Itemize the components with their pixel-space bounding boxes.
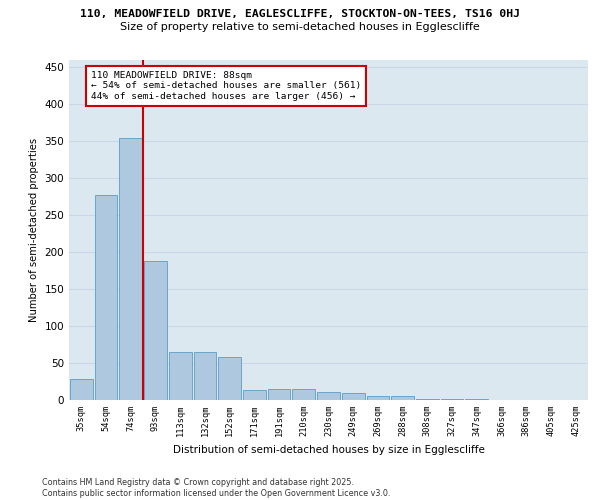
Y-axis label: Number of semi-detached properties: Number of semi-detached properties [29, 138, 39, 322]
X-axis label: Distribution of semi-detached houses by size in Egglescliffe: Distribution of semi-detached houses by … [173, 444, 484, 454]
Text: Size of property relative to semi-detached houses in Egglescliffe: Size of property relative to semi-detach… [120, 22, 480, 32]
Bar [95, 194, 118, 400]
Bar [391, 396, 414, 400]
Text: 110, MEADOWFIELD DRIVE, EAGLESCLIFFE, STOCKTON-ON-TEES, TS16 0HJ: 110, MEADOWFIELD DRIVE, EAGLESCLIFFE, ST… [80, 9, 520, 19]
Bar [144, 261, 167, 400]
Text: 110 MEADOWFIELD DRIVE: 88sqm
← 54% of semi-detached houses are smaller (561)
44%: 110 MEADOWFIELD DRIVE: 88sqm ← 54% of se… [91, 71, 361, 101]
Bar [243, 390, 266, 400]
Bar [367, 396, 389, 400]
Bar [70, 380, 93, 400]
Bar [292, 389, 315, 400]
Bar [317, 392, 340, 400]
Bar [268, 389, 290, 400]
Text: Contains HM Land Registry data © Crown copyright and database right 2025.
Contai: Contains HM Land Registry data © Crown c… [42, 478, 391, 498]
Bar [218, 357, 241, 400]
Bar [169, 352, 191, 400]
Bar [194, 352, 216, 400]
Bar [119, 138, 142, 400]
Bar [342, 394, 365, 400]
